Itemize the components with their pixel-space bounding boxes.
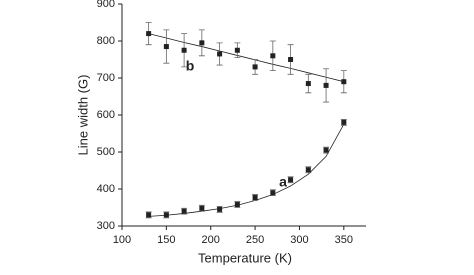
x-tick-label: 350: [335, 234, 353, 246]
point: [305, 81, 311, 87]
annotation: a: [279, 174, 287, 190]
point: [341, 79, 347, 85]
x-tick-label: 300: [290, 234, 308, 246]
point: [217, 206, 223, 212]
point: [163, 44, 169, 50]
fit-line: [148, 33, 344, 83]
point: [163, 212, 169, 218]
point: [288, 57, 294, 62]
point: [341, 119, 347, 125]
x-tick-label: 100: [113, 234, 131, 246]
x-tick-label: 250: [246, 234, 264, 246]
point: [146, 212, 152, 218]
annotation: b: [186, 58, 195, 74]
point: [270, 53, 276, 59]
y-tick-label: 900: [97, 0, 115, 10]
point: [252, 195, 258, 201]
y-axis-title: Line width (G): [75, 75, 90, 156]
point: [323, 82, 329, 88]
point: [146, 31, 152, 37]
point: [323, 147, 329, 153]
point: [234, 202, 240, 208]
point: [181, 47, 187, 53]
x-axis-title: Temperature (K): [198, 250, 292, 265]
fit-line: [148, 124, 345, 217]
point: [270, 190, 276, 196]
x-tick-label: 200: [202, 234, 220, 246]
point: [252, 64, 258, 70]
y-tick-label: 400: [97, 183, 115, 195]
y-tick-label: 600: [97, 109, 115, 121]
y-tick-label: 500: [97, 146, 115, 158]
y-tick-label: 800: [97, 35, 115, 47]
point: [305, 167, 311, 173]
point: [181, 208, 187, 214]
point: [199, 40, 205, 46]
y-tick-label: 300: [97, 220, 115, 232]
point: [234, 47, 240, 53]
point: [199, 205, 205, 211]
point: [217, 51, 223, 57]
x-tick-label: 150: [157, 234, 175, 246]
point: [288, 177, 294, 183]
y-tick-label: 700: [97, 72, 115, 84]
